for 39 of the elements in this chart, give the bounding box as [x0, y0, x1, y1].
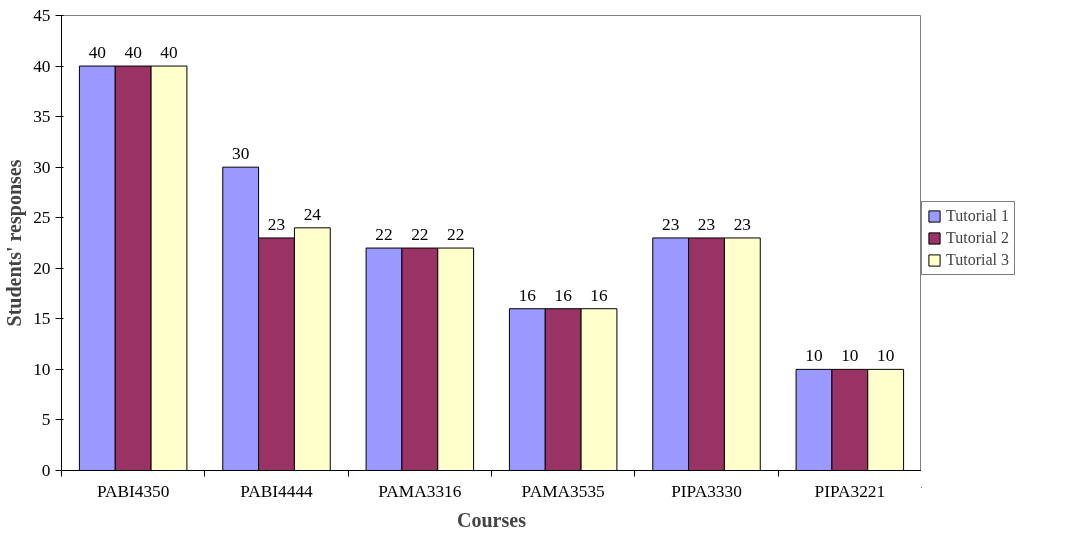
data-label: 40	[160, 43, 178, 63]
data-label: 10	[805, 346, 823, 366]
data-label: 22	[411, 225, 429, 245]
y-tick-label: 15	[33, 309, 51, 329]
legend-label: Tutorial 2	[946, 229, 1009, 247]
y-tick-label: 10	[33, 359, 51, 379]
y-tick-label: 0	[41, 461, 51, 480]
data-label: 23	[697, 214, 716, 234]
x-tick-label: PAMA3535	[521, 481, 605, 501]
data-label: 10	[841, 346, 859, 366]
data-label: 40	[124, 43, 142, 63]
data-label: 22	[447, 225, 465, 245]
x-tick-label: PIPA3221	[814, 481, 886, 501]
y-tick-label: 20	[33, 258, 51, 278]
data-label: 30	[232, 144, 250, 164]
x-axis-title: Courses	[457, 508, 527, 531]
x-tick-label: PABI4350	[96, 481, 170, 501]
data-label: 10	[877, 346, 895, 366]
y-tick-label: 35	[33, 107, 51, 127]
y-tick-label: 30	[33, 157, 51, 177]
data-label: 23	[267, 214, 286, 234]
data-label: 16	[554, 285, 573, 305]
y-axis-title: Students' responses	[3, 159, 27, 327]
data-label: 24	[303, 204, 322, 224]
data-label: 40	[88, 43, 106, 63]
legend-label: Tutorial 3	[946, 251, 1009, 269]
y-tick-label: 25	[33, 208, 51, 228]
data-label: 23	[733, 214, 751, 234]
data-label: 22	[375, 225, 393, 245]
x-tick-label: PAMA3316	[378, 481, 462, 501]
data-label: 16	[518, 285, 537, 305]
legend-label: Tutorial 1	[946, 207, 1009, 225]
x-tick-label: PIPA3330	[671, 481, 742, 501]
data-label: 16	[590, 285, 608, 305]
y-tick-label: 5	[41, 410, 51, 430]
y-tick-label: 40	[33, 56, 51, 76]
data-label: 23	[662, 214, 680, 234]
y-tick-label: 45	[33, 6, 51, 25]
x-tick-label: PABI4444	[240, 481, 314, 501]
